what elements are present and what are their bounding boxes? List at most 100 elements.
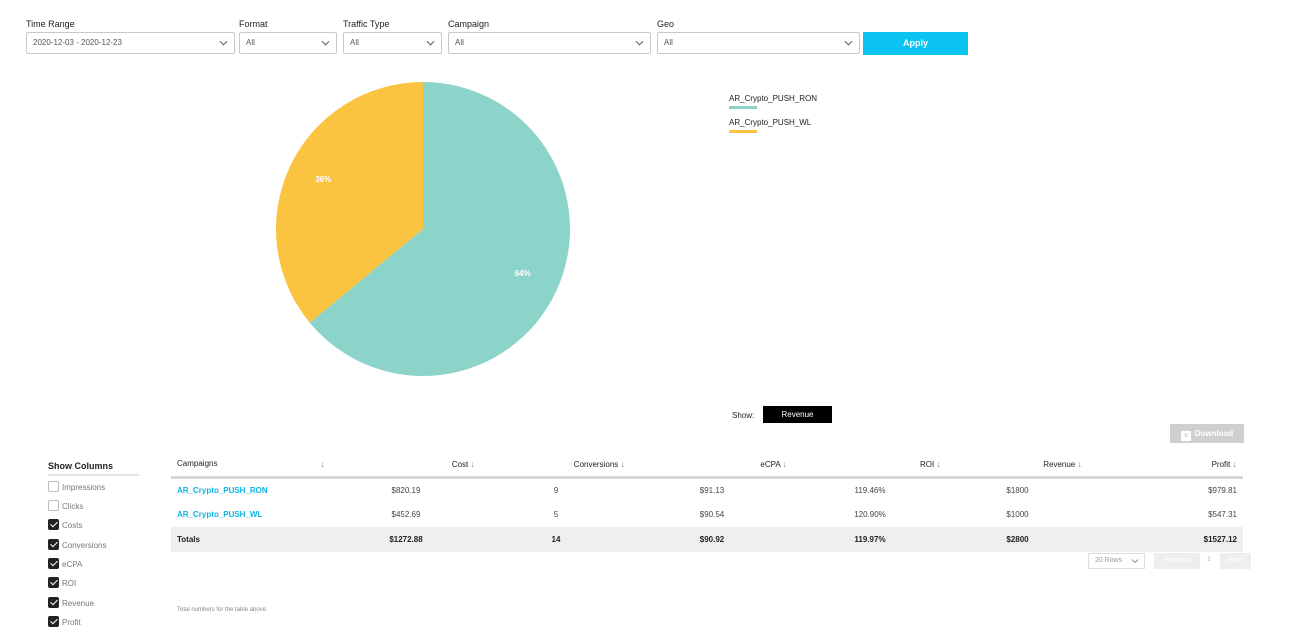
chevron-down-icon [1131, 559, 1139, 564]
checkbox-roi[interactable] [48, 577, 59, 588]
column-option-label: Conversions [62, 541, 107, 550]
column-option-label: Profit [62, 618, 81, 627]
excel-icon: x [1180, 431, 1191, 441]
show-columns-title: Show Columns [48, 461, 113, 471]
legend-label: AR_Crypto_PUSH_RON [729, 94, 818, 103]
column-option-roi[interactable]: ROI [48, 577, 76, 589]
column-option-profit[interactable]: Profit [48, 616, 81, 628]
filter-traffic-type: Traffic Type All [343, 18, 442, 54]
sort-arrow-icon: ↓ [1232, 458, 1238, 469]
download-label: Download [1194, 429, 1234, 438]
previous-page-button[interactable]: Previous [1154, 553, 1200, 569]
column-option-revenue[interactable]: Revenue [48, 597, 94, 609]
pie-slice-label: 36% [315, 175, 331, 184]
chevron-down-icon [635, 40, 644, 46]
column-option-label: ROI [62, 579, 77, 588]
column-header-cost[interactable]: Cost ↓ [331, 452, 481, 479]
totals-label: Totals [171, 527, 331, 552]
show-metric-select[interactable]: Revenue [763, 406, 832, 423]
column-option-clicks[interactable]: Clicks [48, 500, 83, 512]
cell-revenue: $1800 [1006, 485, 1029, 495]
legend-item[interactable]: AR_Crypto_PUSH_WL [729, 118, 817, 133]
checkbox-impressions[interactable] [48, 481, 59, 492]
pie-chart: 64% 36% [276, 82, 570, 377]
geo-value: All [664, 38, 673, 47]
column-header-ecpa[interactable]: eCPA ↓ [631, 452, 793, 479]
traffic-type-value: All [350, 38, 359, 47]
checkbox-profit[interactable] [48, 616, 59, 627]
total-ecpa: $90.92 [631, 527, 793, 552]
chevron-down-icon [321, 40, 330, 46]
header-label: Revenue [1043, 459, 1076, 469]
checkbox-revenue[interactable] [48, 597, 59, 608]
sort-arrow-icon: ↓ [470, 458, 476, 469]
cell-ecpa: $91.13 [699, 485, 725, 495]
campaign-link[interactable]: AR_Crypto_PUSH_RON [177, 485, 268, 495]
current-page-number: 1 [1207, 556, 1211, 563]
column-option-label: eCPA [62, 560, 83, 569]
column-option-label: Costs [62, 521, 83, 530]
apply-button[interactable]: Apply [863, 32, 968, 55]
rows-per-page-select[interactable]: 20 Rows [1088, 553, 1145, 569]
download-button[interactable]: x Download [1170, 424, 1244, 443]
cell-ecpa: $90.54 [699, 510, 725, 519]
total-roi: 119.97% [793, 527, 947, 552]
format-value: All [246, 38, 255, 47]
legend-label: AR_Crypto_PUSH_WL [729, 118, 812, 127]
format-select[interactable]: All [239, 32, 337, 54]
format-label: Format [239, 19, 268, 29]
cell-cost: $820.19 [391, 485, 421, 495]
table-row: AR_Crypto_PUSH_WL $452.69 5 $90.54 120.9… [171, 502, 1243, 527]
cell-roi: 119.46% [854, 485, 886, 495]
pie-slice-0[interactable] [309, 82, 570, 377]
show-label: Show: [732, 411, 755, 420]
header-label: eCPA [760, 459, 781, 469]
checkbox-costs[interactable] [48, 519, 59, 530]
filter-time-range: Time Range 2020-12-03 - 2020-12-23 [26, 18, 235, 54]
traffic-type-label: Traffic Type [343, 19, 390, 29]
column-header-profit[interactable]: Profit ↓ [1088, 452, 1243, 479]
column-option-label: Impressions [62, 483, 106, 492]
column-header-roi[interactable]: ROI ↓ [793, 452, 947, 479]
column-option-costs[interactable]: Costs [48, 519, 82, 531]
time-range-select[interactable]: 2020-12-03 - 2020-12-23 [26, 32, 235, 54]
total-conversions: 14 [481, 527, 631, 552]
checkbox-conversions[interactable] [48, 539, 59, 550]
column-option-conversions[interactable]: Conversions [48, 539, 106, 551]
sort-arrow-icon: ↓ [620, 458, 626, 469]
column-header-revenue[interactable]: Revenue ↓ [947, 452, 1088, 479]
column-header-conversions[interactable]: Conversions ↓ [481, 452, 631, 479]
time-range-value: 2020-12-03 - 2020-12-23 [33, 38, 122, 47]
column-header-campaigns[interactable]: Campaigns ↓ [171, 452, 331, 479]
campaign-select[interactable]: All [448, 32, 651, 54]
filter-format: Format All [239, 18, 337, 54]
traffic-type-select[interactable]: All [343, 32, 442, 54]
legend-item[interactable]: AR_Crypto_PUSH_RON [729, 94, 817, 109]
total-profit: $1527.12 [1088, 527, 1243, 552]
pie-slice-1[interactable] [276, 82, 423, 323]
checkbox-clicks[interactable] [48, 500, 59, 511]
sort-arrow-icon: ↓ [936, 458, 942, 469]
campaign-link[interactable]: AR_Crypto_PUSH_WL [177, 510, 263, 519]
header-label: Campaigns [177, 458, 218, 468]
header-label: ROI [920, 459, 935, 469]
chart-legend: AR_Crypto_PUSH_RON AR_Crypto_PUSH_WL [729, 94, 817, 142]
sort-arrow-icon: ↓ [1077, 458, 1083, 469]
cell-revenue: $1000 [1006, 510, 1029, 519]
chevron-down-icon [219, 40, 228, 46]
divider [48, 474, 139, 476]
legend-swatch [729, 130, 757, 133]
table-footnote: Total numbers for the table above [177, 607, 267, 613]
geo-select[interactable]: All [657, 32, 860, 54]
geo-label: Geo [657, 19, 675, 29]
filter-geo: Geo All [657, 18, 860, 54]
sort-arrow-icon: ↓ [782, 458, 788, 469]
chevron-down-icon [426, 40, 435, 46]
column-option-label: Revenue [62, 599, 95, 608]
column-option-ecpa[interactable]: eCPA [48, 558, 82, 570]
column-option-impressions[interactable]: Impressions [48, 481, 105, 493]
checkbox-ecpa[interactable] [48, 558, 59, 569]
rows-per-page-value: 20 Rows [1095, 557, 1123, 564]
header-label: Profit [1211, 459, 1231, 469]
next-page-button[interactable]: Next [1220, 553, 1251, 569]
